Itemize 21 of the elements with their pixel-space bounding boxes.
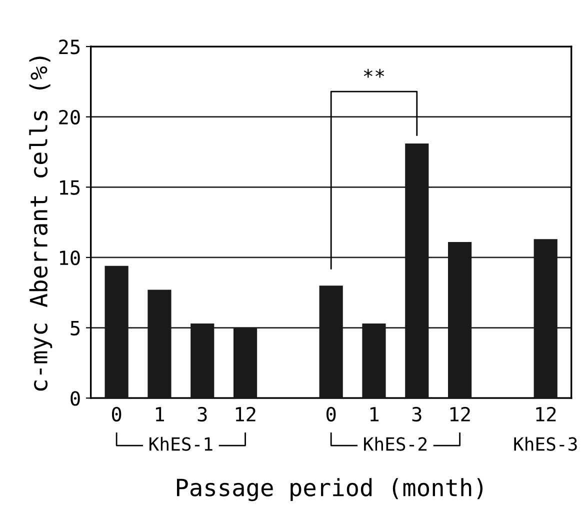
x-tick-label: 0 <box>112 406 122 422</box>
y-axis-title: c-myc Aberrant cells (%) <box>29 56 52 391</box>
y-tick-label: 25 <box>59 40 80 54</box>
x-tick-label: 0 <box>326 406 336 422</box>
y-tick-label: 0 <box>70 391 80 406</box>
x-tick-label: 12 <box>450 406 470 422</box>
x-tick-label: 12 <box>236 406 256 422</box>
y-tick-label: 10 <box>60 250 80 266</box>
y-tick-label: 5 <box>70 321 80 336</box>
y-tick-label: 15 <box>60 180 80 195</box>
x-tick-label: 1 <box>370 407 379 422</box>
y-tick-label: 20 <box>59 110 80 125</box>
text: KhES-1 <box>150 436 212 451</box>
x-axis-title: Passage period (month) <box>177 478 483 502</box>
x-tick-label: 3 <box>198 406 207 422</box>
text: KhES-2 <box>364 436 427 451</box>
annotation: ** <box>364 68 384 78</box>
x-tick-label: 12 <box>536 406 556 422</box>
text: KhES-3 <box>514 436 577 451</box>
x-tick-label: 1 <box>156 407 164 422</box>
x-tick-label: 3 <box>412 406 422 422</box>
